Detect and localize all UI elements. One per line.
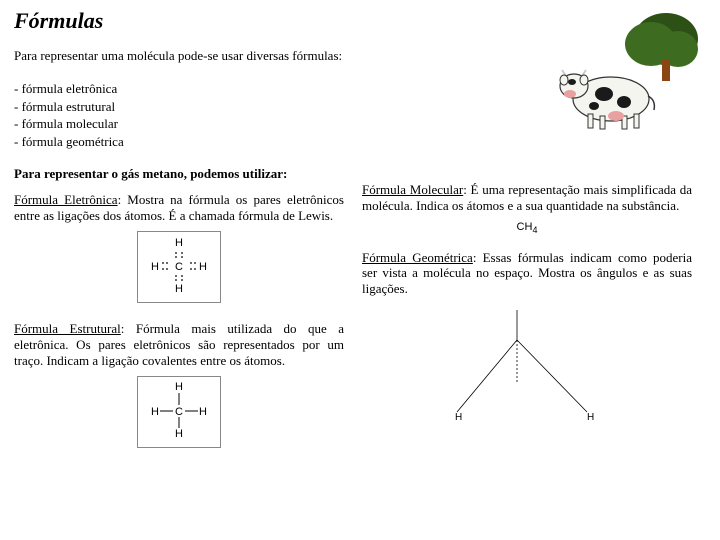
svg-text:H: H [587,412,594,423]
left-column: Para representar o gás metano, podemos u… [14,166,344,466]
svg-text:H: H [199,406,207,418]
lewis-diagram: H C H H H [14,231,344,303]
svg-text:C: C [175,261,183,273]
molecular-label: Fórmula Molecular [362,182,463,197]
svg-text:H: H [175,283,183,294]
molecular-formula: CH4 [362,221,692,235]
geometrica-paragraph: Fórmula Geométrica: Essas fórmulas indic… [362,250,692,297]
svg-text:C: C [175,406,183,418]
svg-text:H: H [151,406,159,418]
svg-text:H: H [151,261,159,273]
formula-base: CH [517,221,533,233]
content-columns: Para representar o gás metano, podemos u… [14,166,706,466]
molecular-paragraph: Fórmula Molecular: É uma representação m… [362,182,692,213]
formula-sub: 4 [532,226,537,236]
svg-text:H: H [175,237,183,249]
estrutural-paragraph: Fórmula Estrutural: Fórmula mais utiliza… [14,321,344,368]
subheading: Para representar o gás metano, podemos u… [14,166,344,182]
structural-diagram: H C H H H [14,376,344,448]
svg-text:H: H [175,428,183,439]
eletronica-label: Fórmula Eletrônica [14,192,118,207]
right-column: Fórmula Molecular: É uma representação m… [362,166,692,466]
list-item: - fórmula geométrica [14,133,706,151]
svg-text:H: H [455,412,462,423]
estrutural-label: Fórmula Estrutural [14,321,121,336]
svg-text:H: H [175,381,183,393]
eletronica-paragraph: Fórmula Eletrônica: Mostra na fórmula os… [14,192,344,223]
geometric-diagram: HH [362,304,692,424]
geometrica-label: Fórmula Geométrica [362,250,473,265]
cow-illustration [536,4,706,134]
svg-text:H: H [199,261,207,273]
